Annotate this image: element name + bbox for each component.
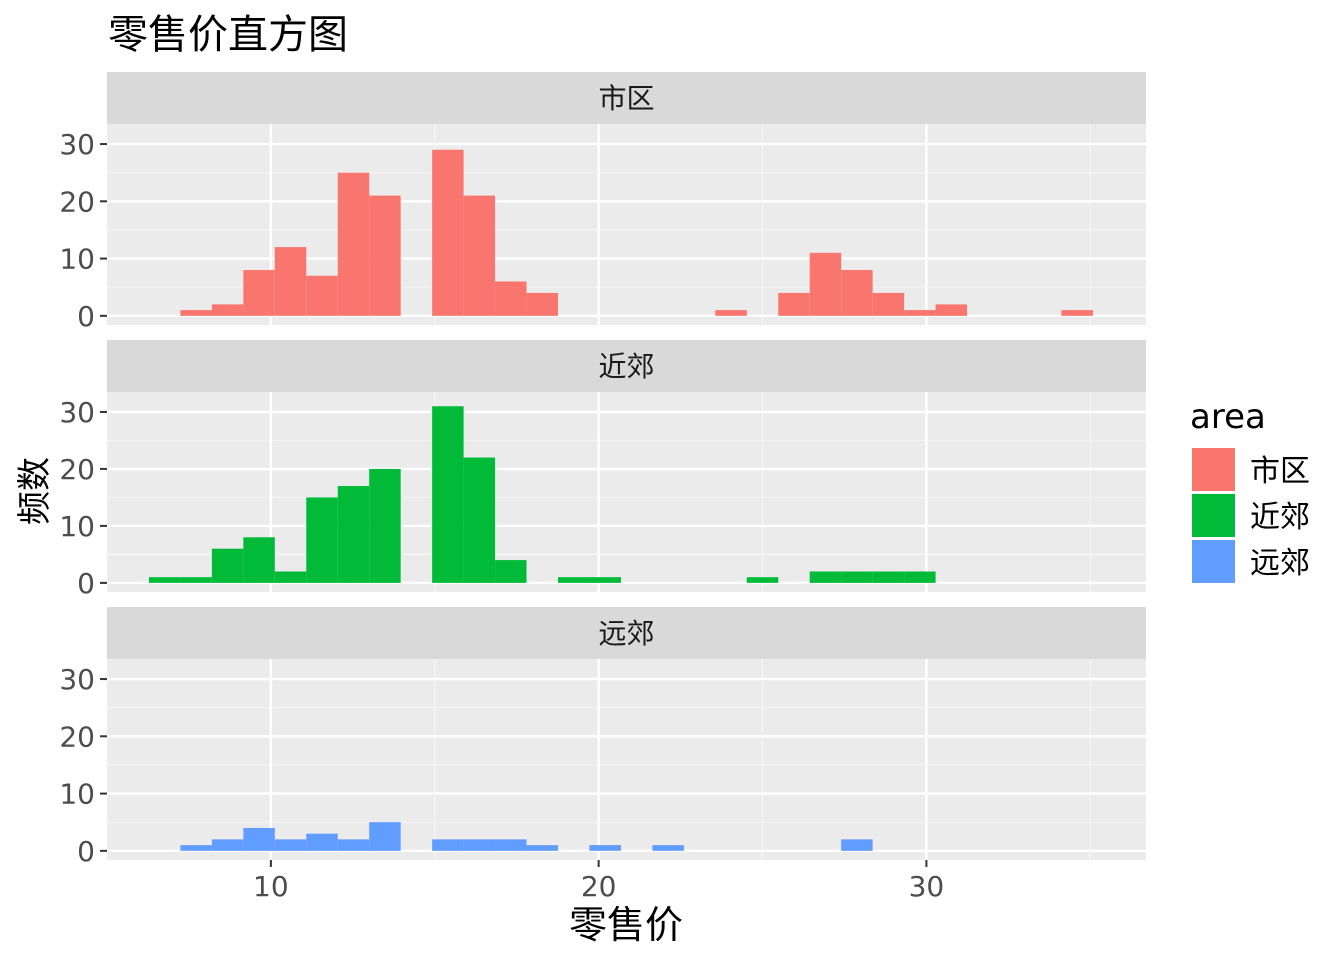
histogram-bar — [652, 845, 684, 851]
histogram-bar — [463, 195, 496, 316]
histogram-bar — [337, 486, 370, 583]
histogram-bar — [872, 292, 905, 316]
histogram-bar — [369, 468, 401, 583]
legend-title: area — [1190, 397, 1266, 437]
histogram-bar — [495, 560, 527, 583]
histogram-bar — [746, 577, 779, 583]
y-tick-label: 20 — [59, 185, 95, 218]
histogram-bar — [463, 457, 496, 583]
y-tick-label: 10 — [59, 778, 95, 811]
y-tick-label: 30 — [59, 128, 95, 161]
histogram-bar — [432, 149, 464, 316]
facet-panel: 市区 0 10 20 30 — [59, 72, 1146, 333]
histogram-bar — [211, 548, 244, 583]
legend-key — [1192, 540, 1235, 583]
histogram-bar — [211, 304, 244, 316]
y-tick-label: 30 — [59, 663, 95, 696]
panel-background — [107, 392, 1146, 592]
histogram-bar — [211, 839, 244, 851]
histogram-bar — [526, 292, 558, 316]
y-tick-label: 30 — [59, 396, 95, 429]
x-axis: 10 20 30 — [253, 860, 944, 903]
y-tick-label: 0 — [77, 835, 95, 868]
histogram-bar — [243, 270, 275, 316]
histogram-bar — [180, 845, 212, 851]
facet-strip-label: 远郊 — [598, 617, 654, 650]
histogram-bar — [337, 172, 370, 316]
histogram-bar — [841, 270, 873, 316]
legend-key — [1192, 448, 1235, 491]
histogram-bar — [180, 310, 212, 316]
histogram-bar — [495, 281, 527, 316]
histogram-bar — [243, 827, 275, 851]
legend-label: 远郊 — [1250, 546, 1310, 581]
histogram-bar — [904, 571, 936, 583]
histogram-bar — [809, 252, 842, 316]
y-tick-label: 10 — [59, 510, 95, 543]
histogram-bar — [557, 577, 590, 583]
histogram-bar — [369, 195, 401, 316]
facet-strip — [107, 72, 1146, 124]
histogram-bar — [274, 247, 307, 316]
panel-background — [107, 659, 1146, 860]
facet-strip — [107, 607, 1146, 659]
histogram-bar — [841, 571, 873, 583]
histogram-bar — [148, 577, 181, 583]
x-tick-label: 10 — [253, 870, 289, 903]
y-tick-label: 20 — [59, 720, 95, 753]
histogram-bar — [1061, 310, 1093, 316]
histogram-bar — [369, 822, 401, 851]
legend-key — [1192, 494, 1235, 537]
histogram-bar — [935, 304, 968, 316]
facet-strip-label: 市区 — [598, 82, 654, 115]
histogram-bar — [809, 571, 842, 583]
histogram-bar — [841, 839, 873, 851]
histogram-bar — [432, 839, 464, 851]
facet-panel: 近郊 0 10 20 30 — [59, 340, 1146, 600]
legend-label: 近郊 — [1250, 500, 1310, 535]
histogram-bar — [306, 497, 338, 583]
histogram-bar — [306, 275, 338, 316]
y-tick-label: 0 — [77, 300, 95, 333]
y-tick-label: 20 — [59, 453, 95, 486]
histogram-bar — [180, 577, 212, 583]
y-tick-label: 0 — [77, 567, 95, 600]
histogram-bar — [463, 839, 496, 851]
histogram-bar — [904, 310, 936, 316]
facet-strip — [107, 340, 1146, 392]
histogram-bar — [589, 577, 621, 583]
facet-strip-label: 近郊 — [598, 350, 654, 383]
histogram-bar — [432, 406, 464, 583]
histogram-bar — [495, 839, 527, 851]
histogram-bar — [589, 845, 621, 851]
histogram-bar — [337, 839, 370, 851]
x-tick-label: 20 — [581, 870, 617, 903]
histogram-bar — [872, 571, 905, 583]
x-axis-label: 零售价 — [569, 903, 683, 947]
histogram-bar — [526, 845, 558, 851]
histogram-bar — [274, 571, 307, 583]
histogram-bar — [778, 292, 810, 316]
y-axis-label: 频数 — [15, 457, 55, 525]
facets-layer: 市区 0 10 20 30 近郊 0 10 20 30 远郊 0 10 20 30 — [59, 72, 1146, 868]
histogram-bar — [243, 537, 275, 583]
chart-title: 零售价直方图 — [108, 12, 348, 58]
legend-label: 市区 — [1250, 454, 1310, 489]
y-tick-label: 10 — [59, 243, 95, 276]
histogram-bar — [274, 839, 307, 851]
facet-panel: 远郊 0 10 20 30 — [59, 607, 1146, 868]
histogram-bar — [715, 310, 747, 316]
x-tick-label: 30 — [909, 870, 945, 903]
histogram-bar — [306, 833, 338, 851]
